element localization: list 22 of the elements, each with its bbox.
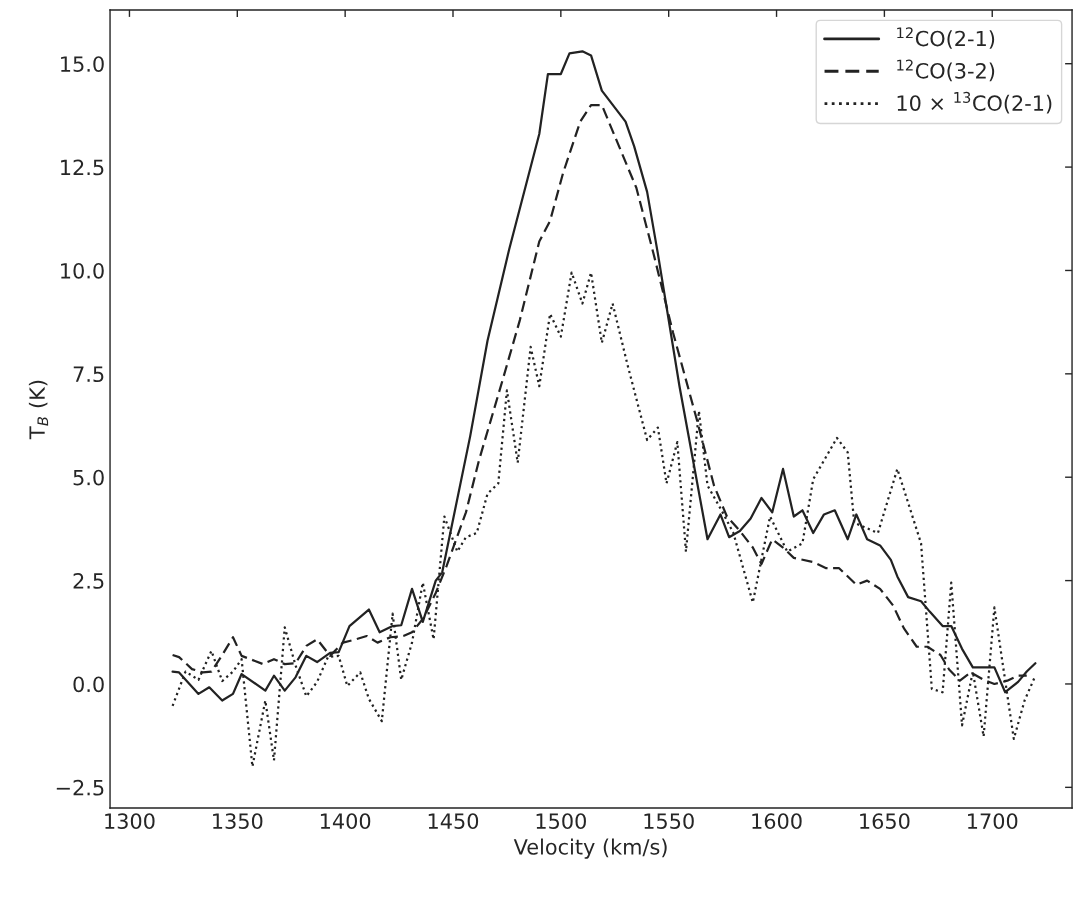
x-tick-label: 1600 <box>752 813 802 829</box>
x-tick-label: 1350 <box>213 813 263 829</box>
x-tick-label: 1500 <box>536 813 586 829</box>
x-tick-label: 1650 <box>860 813 910 829</box>
x-tick-label: 1300 <box>105 813 155 829</box>
y-tick-label: −2.5 <box>56 779 104 796</box>
x-tick-label: 1400 <box>320 813 371 829</box>
y-tick-label: 10.0 <box>61 262 104 279</box>
x-tick-label: 1550 <box>644 813 694 829</box>
y-tick-label: 0.0 <box>73 676 104 693</box>
y-tick-label: 12.5 <box>61 159 104 176</box>
y-tick-label: 5.0 <box>73 469 104 486</box>
legend-label: 10 × $^{13}$CO(2-1) <box>897 91 1052 114</box>
y-tick-label: 2.5 <box>73 573 104 589</box>
x-tick-label: 1450 <box>428 813 479 829</box>
x-tick-label: 1700 <box>968 813 1018 829</box>
y-tick-label: 7.5 <box>73 366 104 383</box>
x-axis-title: Velocity (km/s) <box>513 838 667 859</box>
y-tick-label: 15.0 <box>61 56 104 72</box>
legend-label: $^{12}$CO(2-1) <box>897 27 995 49</box>
legend-label: $^{12}$CO(3-2) <box>897 59 995 82</box>
y-axis-title: T$_{B}$ (K) <box>28 380 49 440</box>
